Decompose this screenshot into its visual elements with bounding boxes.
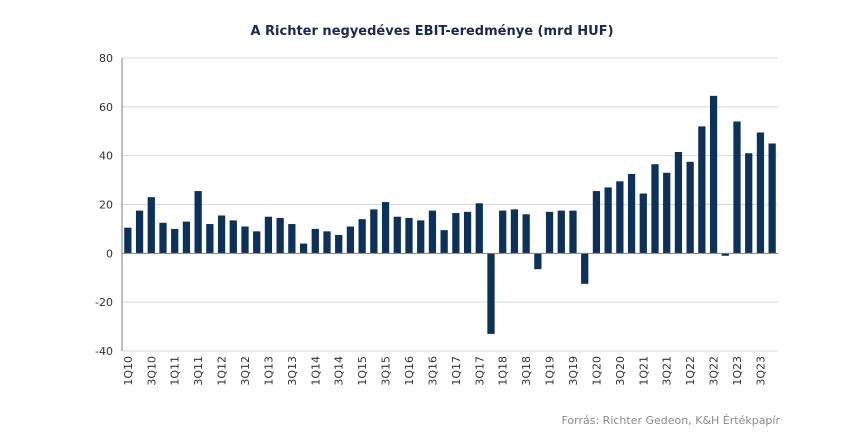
bar-4Q23	[768, 143, 776, 254]
x-tick-label: 3Q11	[192, 356, 205, 386]
bar-4Q12	[253, 231, 261, 254]
bar-1Q21	[639, 193, 647, 254]
x-tick-label: 1Q21	[637, 356, 650, 386]
bar-3Q12	[241, 226, 249, 254]
bars	[124, 95, 776, 334]
bar-2Q21	[651, 164, 659, 254]
bar-4Q18	[534, 253, 542, 270]
bar-1Q20	[592, 191, 601, 254]
bar-3Q18	[522, 214, 530, 254]
x-tick-label: 3Q14	[333, 356, 346, 386]
bar-3Q10	[147, 197, 155, 254]
bar-3Q19	[569, 210, 577, 254]
bar-2Q20	[604, 187, 612, 254]
bar-1Q19	[545, 211, 554, 254]
bar-1Q15	[358, 219, 366, 254]
bar-3Q20	[616, 181, 624, 254]
x-tick-label: 3Q21	[661, 356, 674, 386]
bar-3Q16	[428, 210, 437, 254]
x-tick-label: 3Q20	[614, 356, 627, 386]
x-tick-label: 3Q22	[708, 356, 721, 386]
bar-4Q17	[487, 253, 495, 334]
x-tick-label: 1Q23	[731, 356, 744, 386]
bar-3Q21	[663, 172, 671, 254]
bar-2Q18	[510, 209, 519, 254]
x-tick-label: 3Q18	[520, 356, 533, 386]
gridlines	[122, 57, 778, 352]
x-tick-label: 3Q23	[754, 356, 767, 386]
x-tick-label: 3Q19	[567, 356, 580, 386]
axes	[121, 58, 778, 351]
y-tick-label: -40	[95, 345, 113, 358]
bar-4Q10	[159, 222, 167, 254]
bar-4Q20	[627, 173, 636, 254]
x-tick-label: 1Q16	[403, 356, 416, 386]
x-tick-label: 3Q13	[286, 356, 299, 386]
x-tick-label: 1Q14	[309, 356, 322, 386]
y-tick-label: 80	[99, 52, 113, 65]
x-tick-label: 1Q13	[262, 356, 275, 386]
bar-1Q14	[311, 228, 319, 254]
bar-4Q11	[206, 224, 214, 254]
bar-3Q22	[709, 95, 718, 254]
bar-4Q15	[393, 216, 401, 254]
bar-1Q10	[124, 227, 132, 254]
bar-3Q17	[475, 203, 483, 254]
x-tick-label: 3Q10	[145, 356, 158, 386]
x-tick-label: 3Q17	[473, 356, 486, 386]
x-tick-label: 1Q12	[216, 356, 229, 386]
x-tick-label: 3Q15	[380, 356, 393, 386]
x-tick-label: 1Q15	[356, 356, 369, 386]
bar-2Q13	[276, 217, 284, 254]
bar-4Q19	[581, 253, 589, 284]
bar-4Q14	[346, 226, 355, 254]
bar-1Q12	[217, 215, 226, 254]
bar-3Q15	[381, 202, 390, 254]
y-axis-ticks: -40 -20 0 20 40 60 80	[95, 52, 113, 358]
y-tick-label: 40	[99, 150, 113, 163]
bar-1Q13	[264, 216, 273, 254]
y-tick-label: 0	[106, 247, 113, 260]
bar-1Q18	[499, 210, 507, 254]
x-tick-label: 1Q11	[169, 356, 182, 386]
bar-3Q11	[194, 191, 202, 254]
bar-2Q22	[698, 126, 706, 254]
bar-2Q15	[370, 209, 378, 254]
x-tick-label: 1Q17	[450, 356, 463, 386]
x-tick-label: 3Q12	[239, 356, 252, 386]
bar-2Q17	[463, 211, 472, 254]
bar-2Q16	[417, 220, 425, 254]
bar-1Q16	[405, 217, 413, 254]
bar-2Q10	[135, 210, 144, 254]
bar-4Q16	[440, 230, 448, 254]
bar-1Q11	[171, 228, 179, 254]
x-tick-label: 1Q19	[544, 356, 557, 386]
bar-1Q23	[733, 121, 741, 254]
x-axis-ticks: 1Q10 3Q10 1Q11 3Q11 1Q12 3Q12 1Q13 3Q13 1Q14 3Q14…	[122, 356, 768, 386]
y-tick-label: 20	[99, 199, 113, 212]
bar-2Q19	[557, 210, 565, 254]
x-tick-label: 1Q10	[122, 356, 135, 386]
bar-3Q14	[335, 235, 343, 254]
bar-2Q11	[182, 221, 191, 254]
bar-3Q13	[288, 224, 296, 254]
bar-4Q21	[674, 152, 683, 254]
x-tick-label: 1Q22	[684, 356, 697, 386]
bar-1Q17	[452, 213, 460, 254]
y-tick-label: -20	[95, 296, 113, 309]
bar-2Q12	[229, 220, 237, 254]
y-tick-label: 60	[99, 101, 113, 114]
bar-2Q14	[323, 231, 331, 254]
bar-2Q23	[745, 153, 753, 254]
x-tick-label: 3Q16	[426, 356, 439, 386]
chart-title: A Richter negyedéves EBIT-eredménye (mrd…	[250, 24, 613, 39]
bar-4Q22	[721, 253, 729, 256]
source-note: Forrás: Richter Gedeon, K&H Értékpapír	[561, 414, 780, 427]
bar-3Q23	[756, 132, 765, 254]
bar-4Q13	[299, 243, 308, 254]
bar-1Q22	[686, 161, 694, 254]
x-tick-label: 1Q20	[590, 356, 603, 386]
x-tick-label: 1Q18	[497, 356, 510, 386]
